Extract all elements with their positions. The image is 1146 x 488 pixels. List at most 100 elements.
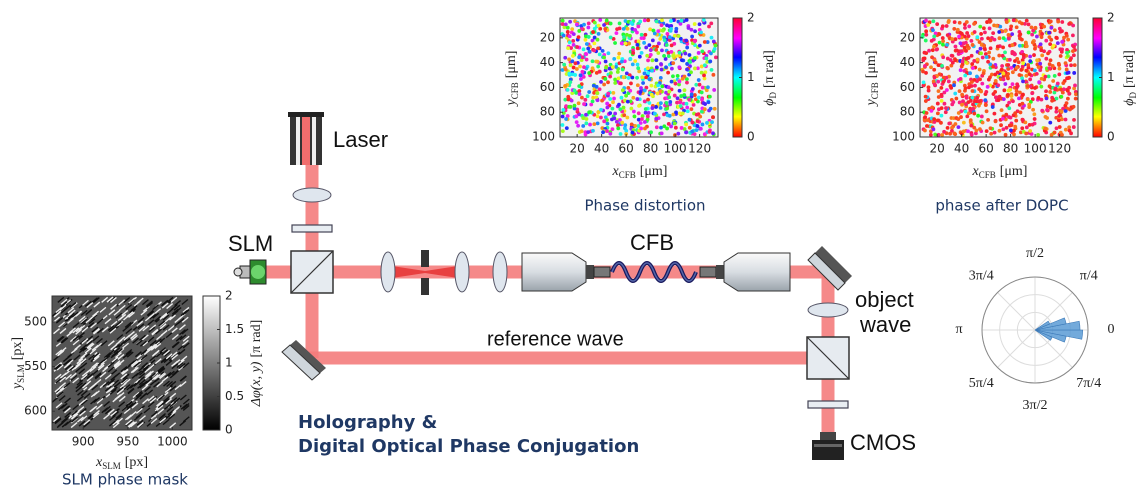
heatmap-dot — [1065, 51, 1069, 55]
y-tick-label: 600 — [24, 404, 47, 418]
heatmap-dot — [617, 103, 621, 107]
heatmap-dot — [1025, 19, 1029, 23]
heatmap-dot — [1048, 66, 1052, 70]
heatmap-dot — [600, 99, 604, 103]
heatmap-dot — [983, 98, 987, 102]
heatmap-dot — [602, 83, 606, 87]
heatmap-dot — [568, 40, 572, 44]
heatmap-dot — [967, 85, 971, 89]
heatmap-dot — [998, 129, 1002, 133]
heatmap-dot — [699, 30, 703, 34]
heatmap-dot — [957, 125, 961, 129]
heatmap-dot — [662, 54, 666, 58]
heatmap-dot — [1040, 35, 1044, 39]
heatmap-dot — [1032, 53, 1036, 57]
heatmap-dot — [945, 43, 949, 47]
heatmap-dot — [618, 22, 622, 26]
y-tick-label: 40 — [900, 55, 915, 69]
heatmap-dot — [712, 40, 716, 44]
heatmap-dot — [702, 73, 706, 77]
slm-label: SLM — [228, 231, 273, 256]
slm — [234, 260, 266, 284]
heatmap-dot — [615, 31, 619, 35]
heatmap-dot — [941, 24, 945, 28]
heatmap-dot — [611, 100, 615, 104]
heatmap-dot — [687, 26, 691, 30]
heatmap-dot — [945, 66, 949, 70]
heatmap-dot — [690, 35, 694, 39]
x-tick-label: 80 — [1003, 142, 1018, 156]
colorbar-tick-label: 0 — [225, 423, 233, 437]
heatmap-dot — [944, 106, 948, 110]
heatmap-dot — [670, 43, 674, 47]
heatmap-dot — [644, 107, 648, 111]
heatmap-dot — [579, 73, 583, 77]
heatmap-dot — [960, 93, 964, 97]
heatmap-dot — [640, 75, 644, 79]
heatmap-dot — [606, 80, 610, 84]
heatmap-dot — [924, 39, 928, 43]
heatmap-dot — [593, 21, 597, 25]
heatmap-dot — [570, 27, 574, 31]
heatmap-dot — [568, 80, 572, 84]
heatmap-dot — [676, 96, 680, 100]
heatmap-dot — [936, 112, 940, 116]
heatmap-dot — [1013, 125, 1017, 129]
heatmap-dot — [575, 23, 579, 27]
heatmap-dot — [1045, 96, 1049, 100]
heatmap-dot — [592, 84, 596, 88]
heatmap-dot — [584, 121, 588, 125]
heatmap-dot — [659, 126, 663, 130]
heatmap-dot — [1003, 50, 1007, 54]
colorbar-tick-label: 1 — [747, 70, 755, 84]
heatmap-dot — [695, 128, 699, 132]
heatmap-dot — [940, 93, 944, 97]
axis-unit: [μm] — [1000, 164, 1028, 179]
heatmap-dot — [965, 31, 969, 35]
heatmap-dot — [953, 122, 957, 126]
heatmap-dot — [997, 54, 1001, 58]
heatmap-dot — [669, 50, 673, 54]
heatmap-dot — [927, 85, 931, 89]
heatmap-dot — [1059, 54, 1063, 58]
heatmap-dot — [703, 132, 707, 136]
heatmap-dot — [596, 38, 600, 42]
heatmap-dot — [1048, 42, 1052, 46]
heatmap-dot — [1043, 127, 1047, 131]
heatmap-dot — [935, 22, 939, 26]
heatmap-dot — [705, 121, 709, 125]
heatmap-dot — [620, 121, 624, 125]
heatmap-dot — [699, 127, 703, 131]
heatmap-dot — [1067, 92, 1071, 96]
heatmap-dot — [627, 42, 631, 46]
axis-label: yCFB[μm] — [864, 51, 880, 108]
heatmap-dot — [984, 103, 988, 107]
heatmap-dot — [687, 98, 691, 102]
heatmap-dot — [617, 77, 621, 81]
heatmap-dot — [1060, 110, 1064, 114]
heatmap-dot — [995, 24, 999, 28]
heatmap-dot — [700, 91, 704, 95]
heatmap-dot — [1033, 117, 1037, 121]
heatmap-dot — [566, 26, 570, 30]
heatmap-dot — [1059, 30, 1063, 34]
heatmap-dot — [1057, 118, 1061, 122]
heatmap-dot — [697, 51, 701, 55]
heatmap-dot — [1006, 67, 1010, 71]
heatmap-dot — [689, 70, 693, 74]
heatmap-dot — [1018, 20, 1022, 24]
heatmap-dot — [1066, 54, 1070, 58]
heatmap-dot — [647, 43, 651, 47]
heatmap-dot — [973, 99, 977, 103]
heatmap-dot — [1010, 43, 1014, 47]
heatmap-dot — [586, 26, 590, 30]
heatmap-dot — [1021, 65, 1025, 69]
heatmap-dot — [1015, 25, 1019, 29]
heatmap-dot — [660, 68, 664, 72]
heatmap-dot — [1058, 67, 1062, 71]
heatmap-dot — [669, 27, 673, 31]
heatmap-dot — [1027, 31, 1031, 35]
heatmap-dot — [952, 27, 956, 31]
heatmap-dot — [989, 46, 993, 50]
heatmap-dot — [586, 47, 590, 51]
